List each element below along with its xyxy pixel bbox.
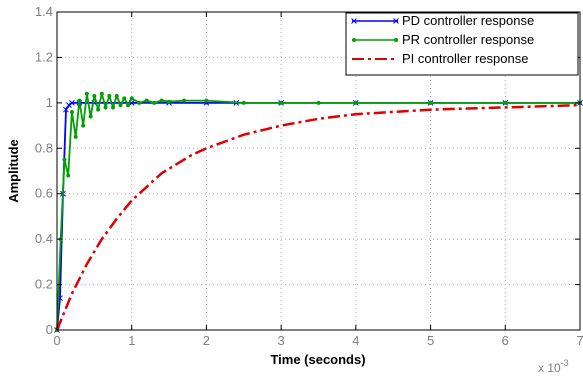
plot-border xyxy=(56,11,581,331)
x-exponent-label: x 10-3 xyxy=(538,358,569,375)
x-tick-label: 0 xyxy=(53,333,60,348)
ticks: 0 1 2 3 4 5 6 7 0 0.2 0.4 0.6 0.8 1 1.2 1.4 xyxy=(35,4,583,348)
x-tick-label: 7 xyxy=(576,333,583,348)
legend-entry: PI controller response xyxy=(352,51,528,66)
x-tick-label: 4 xyxy=(352,333,359,348)
y-tick-label: 1.2 xyxy=(35,49,53,64)
series-point xyxy=(241,100,246,105)
series-point xyxy=(118,103,123,108)
legend-entry: PR controller response xyxy=(352,32,534,47)
legend-marker xyxy=(394,38,398,42)
series-point xyxy=(316,100,321,105)
legend-marker xyxy=(351,18,357,24)
legend-marker xyxy=(352,38,356,42)
y-tick-label: 0.2 xyxy=(35,277,53,292)
legend-label: PD controller response xyxy=(402,13,534,28)
series-point xyxy=(66,102,72,108)
y-tick-label: 1.4 xyxy=(35,4,53,19)
series-point xyxy=(88,114,93,119)
series-point xyxy=(353,100,358,105)
y-tick-label: 0.4 xyxy=(35,231,53,246)
x-exponent-base: x 10 xyxy=(538,361,561,375)
y-axis-label: Amplitude xyxy=(6,139,21,203)
series-point xyxy=(125,103,130,108)
series-point xyxy=(167,99,172,104)
legend: PD controller response PR controller resp… xyxy=(345,12,579,76)
y-tick-label: 1 xyxy=(46,95,53,110)
legend-marker xyxy=(393,18,399,24)
series-2 xyxy=(55,91,582,332)
legend-entry: PD controller response xyxy=(351,13,534,28)
x-tick-label: 1 xyxy=(128,333,135,348)
series-point xyxy=(69,100,75,106)
series-point xyxy=(137,100,142,105)
y-tick-label: 0.6 xyxy=(35,186,53,201)
series-point xyxy=(503,100,508,105)
y-tick-label: 0.8 xyxy=(35,140,53,155)
series-point xyxy=(129,96,134,101)
series-point xyxy=(96,107,101,112)
y-tick-label: 0 xyxy=(46,322,53,337)
series-point-stroke-b xyxy=(63,106,69,113)
series-3 xyxy=(55,103,581,331)
series-point xyxy=(111,105,116,110)
series-point xyxy=(122,96,127,101)
series-layer xyxy=(54,91,583,333)
legend-marker-stroke-b xyxy=(351,18,357,24)
series-point xyxy=(114,94,119,99)
x-tick-label: 6 xyxy=(502,333,509,348)
series-point xyxy=(152,100,157,105)
series-point xyxy=(428,100,433,105)
x-tick-label: 2 xyxy=(203,333,210,348)
legend-label: PI controller response xyxy=(402,51,528,66)
series-point-stroke-b xyxy=(66,102,72,108)
series-point xyxy=(84,91,89,96)
legend-marker-stroke-b xyxy=(393,18,399,24)
series-point-stroke-b xyxy=(128,100,135,106)
x-exponent-power: -3 xyxy=(561,358,569,368)
series-point xyxy=(92,94,97,99)
series-point xyxy=(159,98,164,103)
series-point xyxy=(77,98,82,103)
x-axis-label: Time (seconds) xyxy=(270,352,365,367)
series-point xyxy=(99,91,104,96)
series-point xyxy=(182,98,187,103)
series-point xyxy=(204,98,209,103)
x-tick-label: 5 xyxy=(427,333,434,348)
series-point xyxy=(66,173,71,178)
series-point-stroke-b xyxy=(69,100,75,106)
series-point xyxy=(73,134,78,139)
series-point xyxy=(63,106,69,113)
legend-box xyxy=(345,12,579,76)
series-point xyxy=(107,94,112,99)
series-point xyxy=(103,105,108,110)
series-point xyxy=(62,157,67,162)
legend-label: PR controller response xyxy=(402,32,534,47)
series-point xyxy=(81,123,86,128)
series-point xyxy=(69,109,74,114)
series-line xyxy=(55,103,581,331)
series-point xyxy=(144,98,149,103)
series-point xyxy=(279,100,284,105)
x-tick-label: 3 xyxy=(278,333,285,348)
